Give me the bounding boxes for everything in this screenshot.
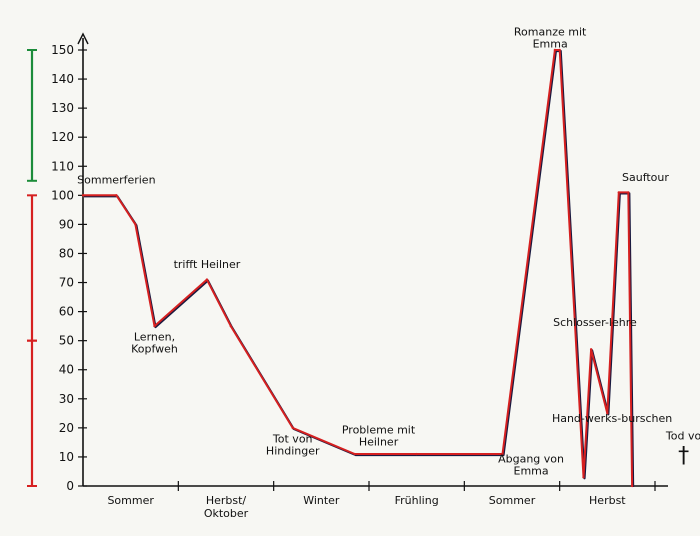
series-line-shadow [84,49,635,488]
y-tick-label: 140 [51,72,74,86]
death-cross: † [678,444,689,469]
annotation-line: Kopfweh [131,343,178,356]
data-point [558,48,561,52]
annotation-line: Abgang von [498,453,564,466]
y-tick-label: 30 [59,392,74,406]
y-tick-label: 80 [59,246,74,260]
data-point [501,452,504,456]
y-tick-label: 100 [51,188,74,202]
data-point [553,48,557,52]
side-brackets [27,49,37,487]
annotation-label: Hand-werks-burschen [552,412,672,425]
y-tick-label: 90 [59,217,74,231]
annotation-line: Hindinger [266,444,320,457]
data-point [627,191,630,194]
data-point [589,348,593,351]
annotation-line: Tot von [272,432,313,445]
data-point [134,223,137,226]
annotation-line: trifft Heilner [174,258,241,271]
y-ticks: 0 10 20 30 40 50 60 70 80 90 100 110 120 130 140 150 [51,43,87,493]
annotation-label: Abgang von Emma [498,453,564,478]
annotation-line: Heilner [359,436,399,449]
annotation-line: Schlosser-lehre [553,316,637,329]
y-axis-arrow [77,32,89,45]
x-categories: Sommer Herbst/Oktober Winter Frühling Sommer… [107,481,656,520]
y-tick-label: 70 [59,276,74,290]
annotation-label: Lernen, Kopfweh [131,331,178,356]
annotation-label: Tot von Hindinger [266,432,320,457]
x-category-label: Sommer [489,494,536,507]
y-tick-label: 60 [59,305,74,319]
annotation-label: Schlosser-lehre [553,316,637,329]
series-line [83,49,634,487]
x-category-label: Winter [303,494,340,507]
annotation-line: Hand-werks-burschen [552,412,672,425]
annotation-label: Sommerferien [77,174,155,187]
annotations: Sommerferien Lernen, Kopfweh trifft Heilner… [77,25,700,477]
data-point [229,324,232,328]
data-point [582,476,585,479]
annotation-label: Probleme mit Heilner [342,424,416,449]
y-tick-label: 150 [51,43,74,57]
data-point [115,194,118,197]
data-point [617,191,620,194]
annotation-line: Emma [514,465,549,478]
annotation-label: trifft Heilner [174,258,241,271]
y-tick-label: 120 [51,130,74,144]
x-category-label: Sommer [107,494,154,507]
x-category-label: Herbst [589,494,626,507]
annotation-line: Sauftour [622,171,669,184]
x-category-label: Herbst/ [206,494,247,507]
y-tick-label: 10 [59,450,74,464]
data-point [606,412,609,415]
annotation-line: Probleme mit [342,424,416,437]
data-point [291,426,294,430]
data-point [153,324,156,328]
x-category-label: Frühling [395,494,439,507]
y-tick-label: 50 [59,334,74,348]
annotation-line: Tod von Hans [665,429,700,442]
annotation-label: Tod von Hans [665,429,700,442]
series-lines [81,48,635,488]
annotation-line: Emma [533,37,568,50]
annotation-label: Sauftour [622,171,669,184]
annotation-label: Romanze mit Emma [514,25,587,50]
annotation-line: Lernen, [134,331,175,344]
data-point [81,194,85,197]
data-point [353,452,356,456]
y-tick-label: 20 [59,421,74,435]
data-point [630,484,634,488]
annotation-line: Romanze mit [514,25,587,38]
annotation-line: Sommerferien [77,174,155,187]
x-category-label-line2: Oktober [204,507,249,520]
data-point [205,278,209,281]
y-tick-label: 110 [51,159,74,173]
y-tick-label: 0 [66,479,74,493]
annotation-line: † [678,444,689,469]
data-point [415,452,418,456]
y-tick-label: 40 [59,363,74,377]
y-tick-label: 130 [51,101,74,115]
